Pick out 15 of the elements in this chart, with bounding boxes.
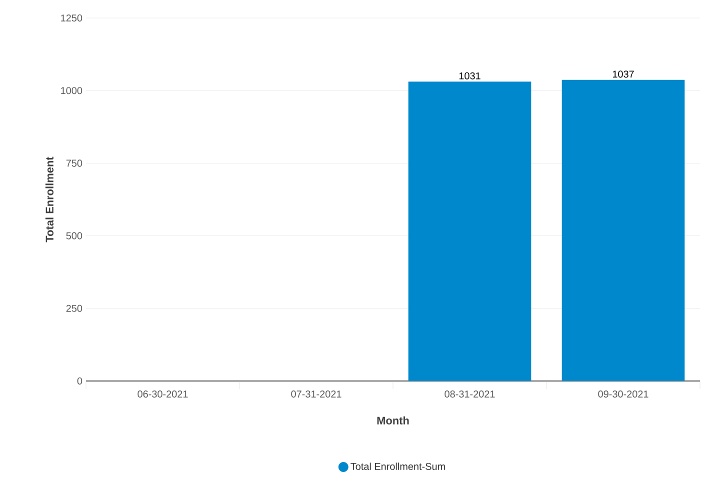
legend-label: Total Enrollment-Sum: [350, 462, 445, 470]
y-tick-label: 500: [66, 232, 82, 240]
x-tick-label: 07-31-2021: [291, 390, 342, 398]
y-tick-label: 750: [66, 160, 82, 167]
data-label: 1031: [459, 72, 480, 80]
x-tick-label: 09-30-2021: [598, 390, 648, 398]
data-label: 1037: [612, 70, 634, 78]
y-tick-label: 0: [77, 377, 82, 385]
y-tick-label: 1250: [61, 14, 82, 22]
x-tick-label: 06-30-2021: [138, 390, 188, 398]
x-tick-label: 08-31-2021: [444, 390, 495, 398]
y-tick-label: 250: [66, 304, 82, 312]
x-axis-title: Month: [377, 416, 409, 424]
y-axis-title: Total Enrollment: [45, 156, 54, 242]
y-tick-label: 1000: [61, 87, 82, 94]
